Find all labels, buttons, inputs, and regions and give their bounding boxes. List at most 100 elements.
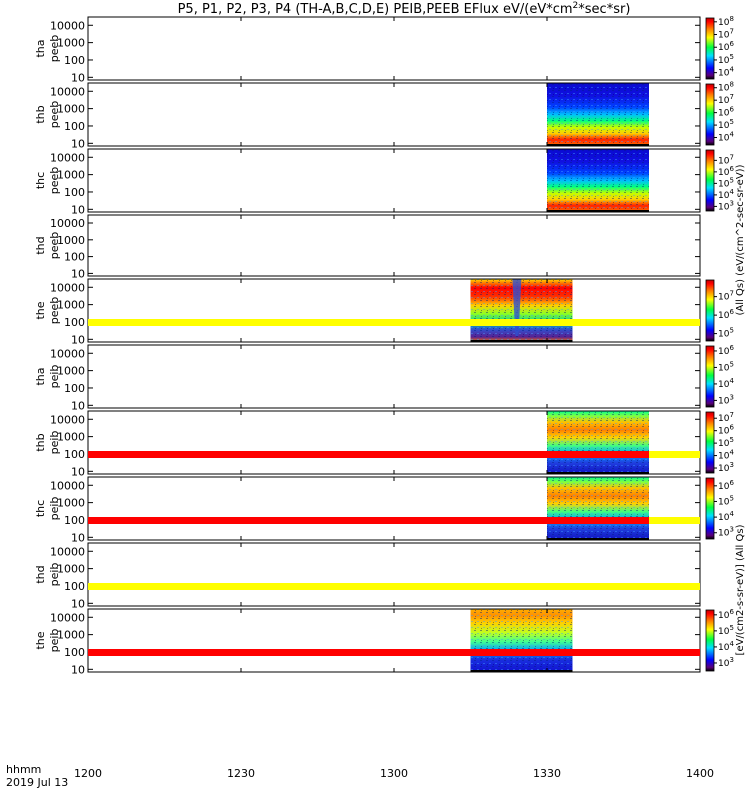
colorbar-tick-label: 103 <box>718 461 734 474</box>
colorbar-tha-peib: 103 104 105 106 <box>705 344 734 408</box>
colorbar-tick-label: 103 <box>718 656 734 669</box>
colorbar-tick-label: 104 <box>718 377 734 390</box>
panel-label-probe: thd <box>34 565 47 583</box>
x-tick-label: 1330 <box>533 767 561 780</box>
y-tick-label: 100 <box>64 54 85 67</box>
y-tick-label: 1000 <box>57 234 85 247</box>
spectrogram-baseline <box>547 210 649 212</box>
colorbar-tick-label: 104 <box>718 640 734 653</box>
y-tick-label: 10000 <box>50 479 85 492</box>
panel-frame <box>87 608 701 673</box>
x-tick-label: 1230 <box>227 767 255 780</box>
colorbar-scale <box>705 345 715 408</box>
y-tick-label: 100 <box>64 448 85 461</box>
x-tick-label: 1200 <box>74 767 102 780</box>
spectrogram-baseline <box>470 340 573 342</box>
colorbar-tick-label: 107 <box>718 28 734 41</box>
y-tick-label: 10000 <box>50 85 85 98</box>
panel-label-instrument: peib <box>48 563 61 587</box>
colorbar-tick-label: 106 <box>718 106 734 119</box>
y-tick-label: 10 <box>71 333 85 346</box>
colorbar-tick-label: 104 <box>718 510 734 523</box>
mode-bars <box>88 319 700 656</box>
spectrogram-texture <box>547 411 649 474</box>
y-tick-label: 10 <box>71 399 85 412</box>
spectrogram-baseline <box>470 670 573 672</box>
mode-bar <box>88 649 700 656</box>
colorbar-tick-label: 106 <box>718 608 734 621</box>
panel-label-instrument: peib <box>48 629 61 653</box>
y-tick-label: 10000 <box>50 347 85 360</box>
y-tick-label: 10000 <box>50 217 85 230</box>
y-tick-label: 1000 <box>57 299 85 312</box>
y-tick-label: 1000 <box>57 37 85 50</box>
mode-bar-segment <box>88 319 700 326</box>
panel-label-probe: the <box>34 631 47 649</box>
mode-bar-segment <box>88 517 649 524</box>
panel-label-probe: the <box>34 301 47 319</box>
panel-label-probe: thb <box>34 105 47 123</box>
colorbar-tick-label: 104 <box>718 449 734 462</box>
colorbar-scale <box>705 17 715 80</box>
colorbar-scale <box>705 477 715 540</box>
x-unit-label: hhmm <box>6 763 41 776</box>
panel-label-instrument: peib <box>48 365 61 389</box>
y-tick-label: 1000 <box>57 629 85 642</box>
colorbar-the-peib: 103 104 105 106 <box>705 608 734 672</box>
mode-bar <box>88 319 700 326</box>
panel-label-probe: thc <box>34 500 47 517</box>
y-tick-label: 100 <box>64 251 85 264</box>
colorbar-the-peeb: 105 106 107 <box>705 279 734 342</box>
y-tick-label: 10 <box>71 465 85 478</box>
colorbar-tick-label: 106 <box>718 424 734 437</box>
colorbar-scale <box>705 609 715 672</box>
mode-bar <box>88 451 700 458</box>
colorbar-tick-label: 107 <box>718 290 734 303</box>
y-tick-label: 10 <box>71 137 85 150</box>
colorbar-tick-label: 104 <box>718 66 734 79</box>
y-tick-label: 100 <box>64 580 85 593</box>
colorbar-scale <box>705 411 715 474</box>
colorbar-tick-label: 104 <box>718 131 734 144</box>
y-tick-label: 100 <box>64 646 85 659</box>
mode-bar-segment <box>88 649 700 656</box>
colorbar-tick-label: 105 <box>718 360 734 373</box>
panel-label-instrument: peib <box>48 497 61 521</box>
colorbar-tick-label: 106 <box>718 308 734 321</box>
colorbar-tick-label: 107 <box>718 411 734 424</box>
y-tick-label: 10 <box>71 203 85 216</box>
y-tick-label: 10 <box>71 71 85 84</box>
colorbar-tick-label: 105 <box>718 624 734 637</box>
y-tick-label: 1000 <box>57 497 85 510</box>
mode-bar-segment <box>88 583 700 590</box>
chart-title: P5, P1, P2, P3, P4 (TH-A,B,C,D,E) PEIB,P… <box>178 1 631 17</box>
colorbar-tick-label: 103 <box>718 526 734 539</box>
x-tick-label: 1300 <box>380 767 408 780</box>
spectrogram-texture <box>547 83 649 146</box>
colorbar-scale <box>705 149 715 212</box>
y-tick-label: 1000 <box>57 431 85 444</box>
y-tick-label: 1000 <box>57 169 85 182</box>
panel-label-instrument: peib <box>48 431 61 455</box>
colorbar-tick-label: 103 <box>718 393 734 406</box>
panel-label-instrument: peeb <box>48 297 61 325</box>
x-axis: 1200 1230 1300 1330 1400 <box>74 767 714 780</box>
mode-bar-segment <box>649 451 700 458</box>
y-tick-label: 100 <box>64 186 85 199</box>
spectrogram-baseline <box>547 144 649 146</box>
y-tick-label: 10 <box>71 597 85 610</box>
spectrogram-baseline <box>547 538 649 540</box>
panel-label-instrument: peeb <box>48 35 61 63</box>
